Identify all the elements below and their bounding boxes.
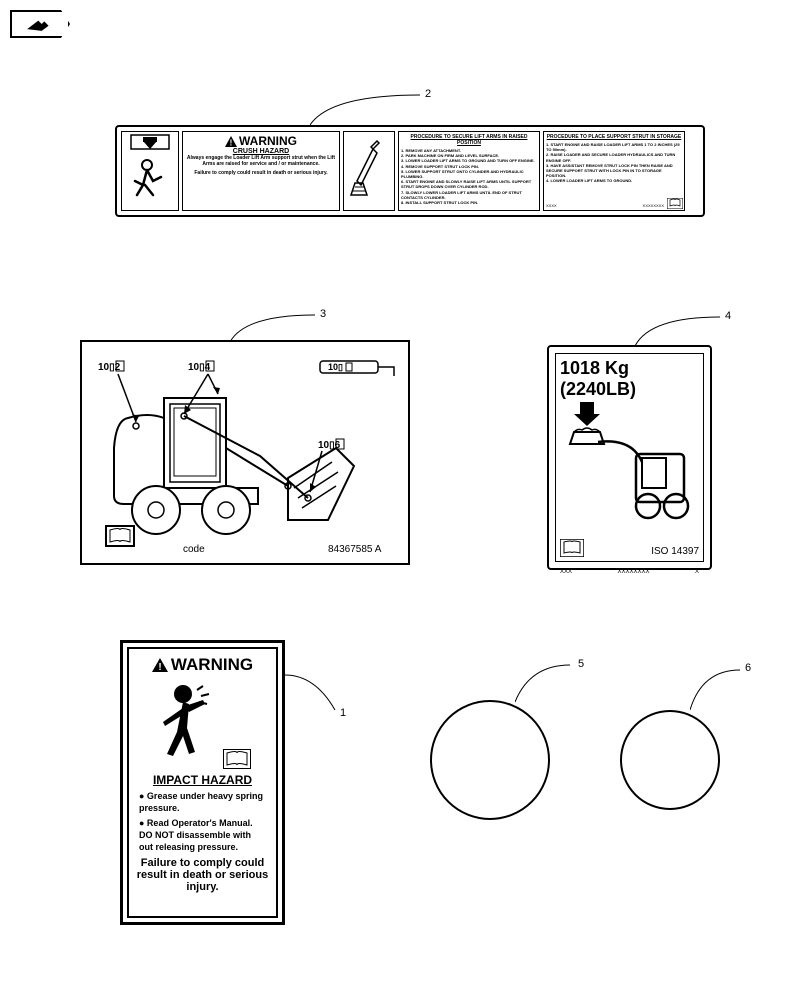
- impact-pictogram: [135, 679, 270, 769]
- book-icon: [667, 198, 683, 209]
- proc2-body: 1. START ENGINE AND RAISE LOADER LIFT AR…: [546, 142, 682, 184]
- skid-steer-diagram: 10▯2 10▯4 10▯: [88, 348, 406, 558]
- callout-line-2: [310, 90, 430, 130]
- procedure-2-panel: PROCEDURE TO PLACE SUPPORT STRUT IN STOR…: [543, 131, 685, 211]
- book-icon: [560, 539, 584, 557]
- load-lb: (2240LB): [560, 379, 699, 400]
- callout-1: 1: [340, 707, 346, 719]
- decal-4-load-capacity: 1018 Kg (2240LB) ISO 14397 XX: [547, 345, 712, 570]
- callout-6: 6: [745, 662, 751, 674]
- decal-6-circle: [620, 710, 720, 810]
- load-diagram: [560, 400, 705, 530]
- x3: X: [695, 569, 699, 575]
- callout-line-6: [690, 665, 745, 713]
- page-badge: [10, 10, 70, 38]
- svg-text:code: code: [183, 544, 205, 555]
- svg-text:84367585 A: 84367585 A: [328, 544, 382, 555]
- callout-line-1: [285, 670, 340, 715]
- callout-4: 4: [725, 310, 731, 322]
- crush-pictogram: [121, 131, 179, 211]
- proc1-body: 1. REMOVE ANY ATTACHMENT. 2. PARK MACHIN…: [401, 148, 537, 205]
- svg-text:10▯: 10▯: [328, 362, 343, 372]
- warning-label: WARNING: [239, 134, 297, 148]
- strut-pictogram: [343, 131, 395, 211]
- impact-b2: ● Read Operator's Manual. DO NOT disasse…: [135, 818, 270, 853]
- iso-label: ISO 14397: [651, 546, 699, 557]
- callout-line-5: [515, 660, 575, 705]
- impact-fail: Failure to comply could result in death …: [135, 857, 270, 893]
- decal-5-circle: [430, 700, 550, 820]
- code-xx: XXXXXXXX: [643, 203, 664, 208]
- callout-5: 5: [578, 658, 584, 670]
- impact-hazard-label: IMPACT HAZARD: [135, 773, 270, 787]
- svg-text:!: !: [158, 662, 161, 672]
- code-x: XXXX: [546, 203, 557, 208]
- callout-2: 2: [425, 88, 431, 100]
- x1: XXX: [560, 569, 572, 575]
- x2: XXXXXXXX: [617, 569, 649, 575]
- crush-body-text: Always engage the Loader Lift Arm suppor…: [185, 155, 337, 167]
- warning-triangle-icon: !: [225, 136, 237, 147]
- crush-fail-text: Failure to comply could result in death …: [185, 170, 337, 176]
- proc2-title: PROCEDURE TO PLACE SUPPORT STRUT IN STOR…: [546, 134, 682, 140]
- load-kg: 1018 Kg: [560, 358, 699, 379]
- callout-3: 3: [320, 308, 326, 320]
- decal-3-lubrication: 10▯2 10▯4 10▯: [80, 340, 410, 565]
- crush-hazard-label: CRUSH HAZARD: [185, 148, 337, 155]
- decal-1-impact-hazard: ! WARNING IMPACT HAZARD ● Grease under h…: [120, 640, 285, 925]
- book-icon: [223, 749, 251, 769]
- proc1-title: PROCEDURE TO SECURE LIFT ARMS IN RAISED …: [401, 134, 537, 146]
- callout-line-4: [635, 312, 725, 348]
- warning-triangle-icon: !: [152, 658, 168, 672]
- warning-text-panel: ! WARNING CRUSH HAZARD Always engage the…: [182, 131, 340, 211]
- impact-b1: ● Grease under heavy spring pressure.: [135, 791, 270, 814]
- procedure-1-panel: PROCEDURE TO SECURE LIFT ARMS IN RAISED …: [398, 131, 540, 211]
- decal-2-warning-crush: ! WARNING CRUSH HAZARD Always engage the…: [115, 125, 705, 217]
- warning-label: WARNING: [171, 655, 253, 675]
- svg-text:!: !: [230, 138, 233, 147]
